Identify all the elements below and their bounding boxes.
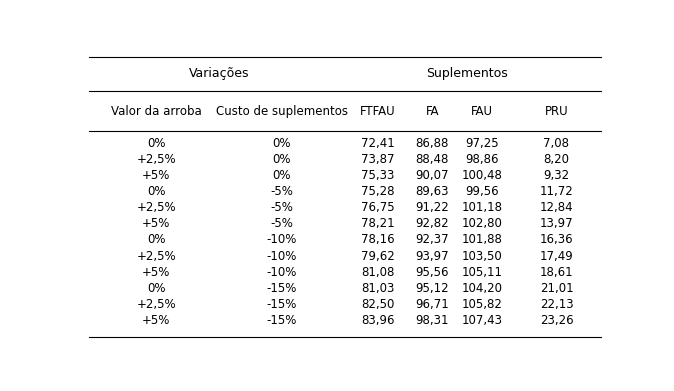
Text: 0%: 0% (272, 169, 291, 182)
Text: +2,5%: +2,5% (137, 201, 176, 214)
Text: -5%: -5% (270, 185, 293, 198)
Text: +2,5%: +2,5% (137, 249, 176, 262)
Text: 75,28: 75,28 (361, 185, 394, 198)
Text: FA: FA (425, 104, 439, 118)
Text: 76,75: 76,75 (361, 201, 394, 214)
Text: 99,56: 99,56 (466, 185, 499, 198)
Text: FAU: FAU (471, 104, 493, 118)
Text: 7,08: 7,08 (543, 137, 570, 150)
Text: +5%: +5% (142, 217, 171, 230)
Text: 107,43: 107,43 (462, 314, 503, 327)
Text: 17,49: 17,49 (540, 249, 574, 262)
Text: -10%: -10% (266, 249, 297, 262)
Text: 78,21: 78,21 (361, 217, 394, 230)
Text: 72,41: 72,41 (361, 137, 395, 150)
Text: 73,87: 73,87 (361, 153, 394, 166)
Text: 90,07: 90,07 (415, 169, 449, 182)
Text: Custo de suplementos: Custo de suplementos (216, 104, 348, 118)
Text: 81,08: 81,08 (361, 265, 394, 279)
Text: +5%: +5% (142, 169, 171, 182)
Text: 101,88: 101,88 (462, 233, 503, 246)
Text: 100,48: 100,48 (462, 169, 503, 182)
Text: FTFAU: FTFAU (360, 104, 396, 118)
Text: 103,50: 103,50 (462, 249, 503, 262)
Text: 81,03: 81,03 (361, 282, 394, 295)
Text: 75,33: 75,33 (361, 169, 394, 182)
Text: -10%: -10% (266, 233, 297, 246)
Text: 88,48: 88,48 (415, 153, 449, 166)
Text: 98,86: 98,86 (466, 153, 499, 166)
Text: -15%: -15% (266, 298, 297, 311)
Text: 95,56: 95,56 (415, 265, 449, 279)
Text: 11,72: 11,72 (540, 185, 574, 198)
Text: 82,50: 82,50 (361, 298, 394, 311)
Text: 92,37: 92,37 (415, 233, 449, 246)
Text: Suplementos: Suplementos (426, 67, 508, 80)
Text: 105,82: 105,82 (462, 298, 503, 311)
Text: -5%: -5% (270, 201, 293, 214)
Text: 13,97: 13,97 (540, 217, 574, 230)
Text: -10%: -10% (266, 265, 297, 279)
Text: 9,32: 9,32 (543, 169, 570, 182)
Text: 0%: 0% (272, 137, 291, 150)
Text: 91,22: 91,22 (415, 201, 449, 214)
Text: +2,5%: +2,5% (137, 153, 176, 166)
Text: 0%: 0% (147, 233, 166, 246)
Text: 0%: 0% (147, 137, 166, 150)
Text: 16,36: 16,36 (540, 233, 574, 246)
Text: 104,20: 104,20 (462, 282, 503, 295)
Text: 23,26: 23,26 (540, 314, 574, 327)
Text: 78,16: 78,16 (361, 233, 394, 246)
Text: Variações: Variações (189, 67, 249, 80)
Text: +5%: +5% (142, 314, 171, 327)
Text: -15%: -15% (266, 282, 297, 295)
Text: -5%: -5% (270, 217, 293, 230)
Text: Valor da arroba: Valor da arroba (111, 104, 202, 118)
Text: 105,11: 105,11 (462, 265, 503, 279)
Text: 89,63: 89,63 (415, 185, 449, 198)
Text: 102,80: 102,80 (462, 217, 503, 230)
Text: 86,88: 86,88 (415, 137, 449, 150)
Text: 8,20: 8,20 (543, 153, 570, 166)
Text: 0%: 0% (147, 282, 166, 295)
Text: PRU: PRU (545, 104, 568, 118)
Text: 21,01: 21,01 (540, 282, 574, 295)
Text: 93,97: 93,97 (415, 249, 449, 262)
Text: 12,84: 12,84 (540, 201, 574, 214)
Text: 83,96: 83,96 (361, 314, 394, 327)
Text: 92,82: 92,82 (415, 217, 449, 230)
Text: +5%: +5% (142, 265, 171, 279)
Text: 96,71: 96,71 (415, 298, 449, 311)
Text: 101,18: 101,18 (462, 201, 503, 214)
Text: 95,12: 95,12 (415, 282, 449, 295)
Text: +2,5%: +2,5% (137, 298, 176, 311)
Text: 79,62: 79,62 (361, 249, 395, 262)
Text: 0%: 0% (272, 153, 291, 166)
Text: 0%: 0% (147, 185, 166, 198)
Text: 98,31: 98,31 (415, 314, 449, 327)
Text: 18,61: 18,61 (540, 265, 574, 279)
Text: 97,25: 97,25 (466, 137, 499, 150)
Text: 22,13: 22,13 (540, 298, 574, 311)
Text: -15%: -15% (266, 314, 297, 327)
